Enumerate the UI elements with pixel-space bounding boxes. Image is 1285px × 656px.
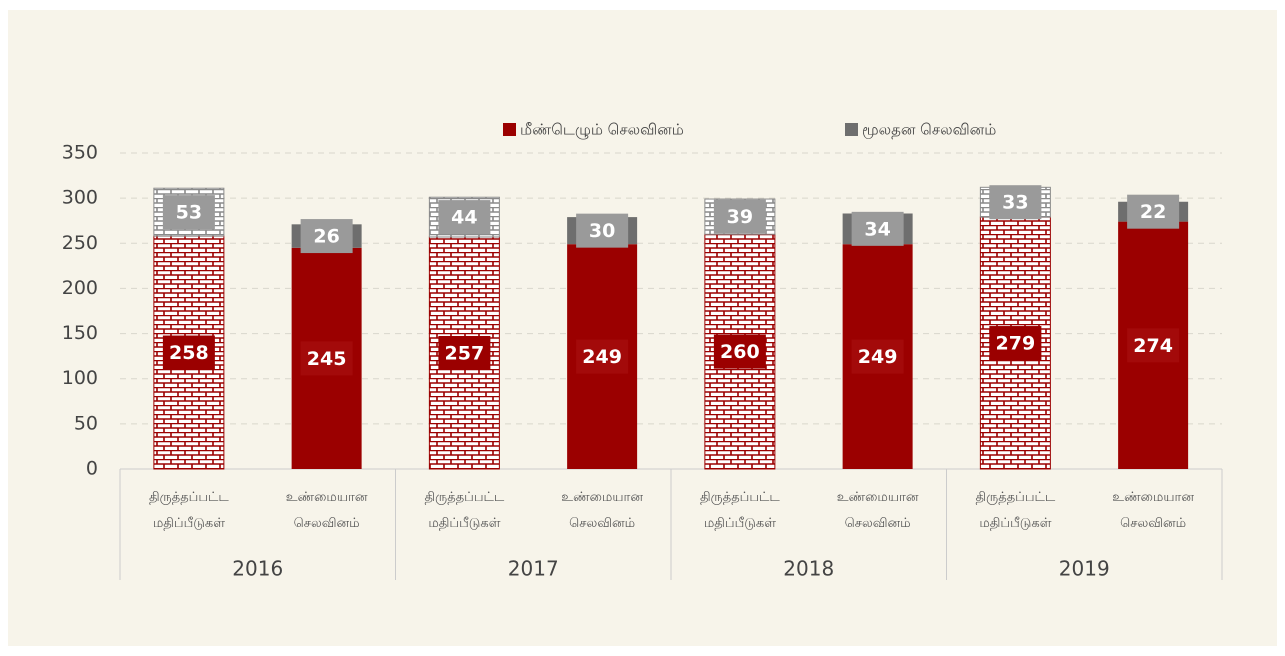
data-label-box [851, 339, 904, 374]
data-label-box [300, 219, 353, 254]
x-tick-label: உண்மையான செலவினம் [1112, 490, 1194, 531]
data-label: 260 [720, 341, 760, 363]
data-label-box [1127, 194, 1180, 229]
data-label: 274 [1133, 335, 1173, 357]
y-tick-label: 0 [86, 458, 98, 480]
data-label-box [438, 200, 491, 235]
data-label-box [300, 341, 353, 376]
y-tick-label: 150 [62, 322, 98, 344]
data-label: 39 [727, 206, 753, 228]
data-label: 53 [176, 202, 202, 224]
x-tick-label: உண்மையான செலவினம் [837, 490, 919, 531]
data-label: 258 [169, 342, 209, 364]
data-label-box [989, 326, 1042, 361]
x-tick-label: திருத்தப்பட்ட மதிப்பீடுகள் [976, 490, 1056, 531]
y-tick-label: 250 [62, 232, 98, 254]
data-label-box [989, 185, 1042, 220]
data-label-box [851, 211, 904, 246]
legend-swatch [845, 123, 858, 136]
data-label-box [576, 213, 629, 248]
data-label-box [162, 195, 215, 230]
data-label-box [713, 334, 766, 369]
data-label: 33 [1002, 192, 1028, 214]
y-tick-label: 50 [74, 412, 98, 434]
group-label: 2016 [232, 557, 283, 581]
data-label: 245 [307, 348, 347, 370]
data-label-box [162, 335, 215, 370]
data-label: 257 [445, 342, 485, 364]
data-label-box [713, 199, 766, 234]
x-tick-label: திருத்தப்பட்ட மதிப்பீடுகள் [700, 490, 780, 531]
y-tick-label: 200 [62, 277, 98, 299]
data-label-box [438, 335, 491, 370]
legend-label: மீண்டெழும் செலவினம் [520, 121, 684, 140]
x-tick-label: திருத்தப்பட்ட மதிப்பீடுகள் [149, 490, 229, 531]
legend-swatch [503, 123, 516, 136]
group-label: 2019 [1059, 557, 1110, 581]
y-tick-label: 350 [62, 142, 98, 164]
data-label-box [1127, 328, 1180, 363]
data-label: 34 [864, 218, 890, 240]
y-tick-label: 100 [62, 367, 98, 389]
data-label: 279 [996, 333, 1036, 355]
x-tick-label: உண்மையான செலவினம் [561, 490, 643, 531]
y-tick-label: 300 [62, 187, 98, 209]
data-label: 30 [589, 220, 615, 242]
data-label-box [576, 339, 629, 374]
data-label: 26 [313, 226, 339, 248]
data-label: 44 [451, 207, 477, 229]
legend-label: மூலதன செலவினம் [862, 121, 996, 139]
group-label: 2018 [783, 557, 834, 581]
x-tick-label: திருத்தப்பட்ட மதிப்பீடுகள் [425, 490, 505, 531]
group-label: 2017 [508, 557, 559, 581]
x-tick-label: உண்மையான செலவினம் [286, 490, 368, 531]
data-label: 22 [1140, 201, 1166, 223]
data-label: 249 [582, 346, 622, 368]
data-label: 249 [858, 346, 898, 368]
